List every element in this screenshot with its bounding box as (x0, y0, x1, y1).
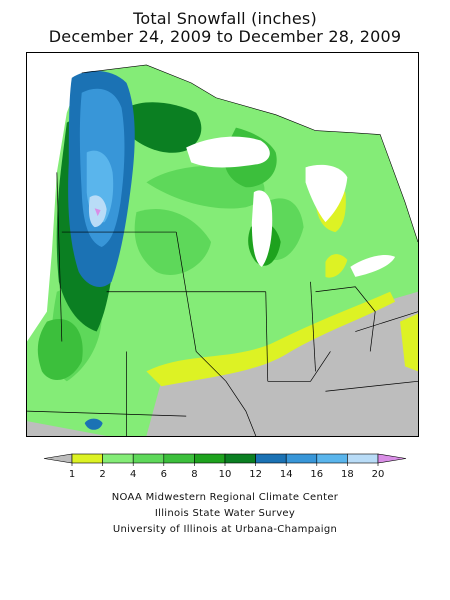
lake-erie (350, 254, 396, 277)
zone-10-12in-north (126, 102, 202, 153)
map-title: Total Snowfall (inches) (133, 9, 317, 28)
legend-swatch (347, 453, 379, 464)
legend-swatch (316, 453, 348, 464)
zone-1-2in-michigan-south (325, 254, 348, 278)
zone-12-14in-southwest (84, 418, 103, 430)
legend-swatch (71, 453, 103, 464)
legend-swatch (163, 453, 195, 464)
zone-4-6in-central (134, 209, 212, 275)
legend-label: 18 (341, 469, 354, 480)
legend-swatch (102, 453, 134, 464)
credit-line-1: NOAA Midwestern Regional Climate Center (111, 492, 339, 503)
legend-label: 10 (219, 469, 232, 480)
legend-swatch (224, 453, 256, 464)
legend-label: 12 (249, 469, 262, 480)
legend-swatch (132, 453, 165, 464)
credit-line-3: University of Illinois at Urbana-Champai… (112, 524, 338, 535)
legend-label: 2 (99, 469, 105, 480)
zone-under-1in-south (146, 291, 418, 436)
legend-label: 16 (310, 469, 323, 480)
legend-above-max-swatch (377, 453, 407, 464)
snowfall-map (26, 52, 419, 437)
legend-label: 20 (372, 469, 385, 480)
legend-label: 14 (280, 469, 293, 480)
credit-line-2: Illinois State Water Survey (154, 508, 296, 519)
legend-label: 8 (191, 469, 197, 480)
legend-label: 1 (69, 469, 75, 480)
lake-huron (305, 164, 348, 223)
zone-6-8in-southwest (37, 319, 83, 381)
legend-swatch (285, 453, 318, 464)
lake-michigan (251, 190, 273, 267)
legend-swatch (194, 453, 226, 464)
legend-label: 4 (130, 469, 136, 480)
zone-over-20in-peak (94, 208, 101, 217)
state-borders (27, 172, 418, 436)
region-edge (81, 64, 418, 243)
zone-1-2in-band (146, 291, 396, 387)
color-legend: 1 2 4 6 8 10 12 14 16 18 20 (43, 453, 407, 480)
lake-superior (186, 136, 270, 168)
legend-label: 6 (161, 469, 167, 480)
zone-1-2in-east (400, 313, 418, 372)
legend-swatch (255, 453, 287, 464)
map-date-range: December 24, 2009 to December 28, 2009 (48, 27, 402, 46)
legend-below-min-swatch (43, 453, 73, 464)
